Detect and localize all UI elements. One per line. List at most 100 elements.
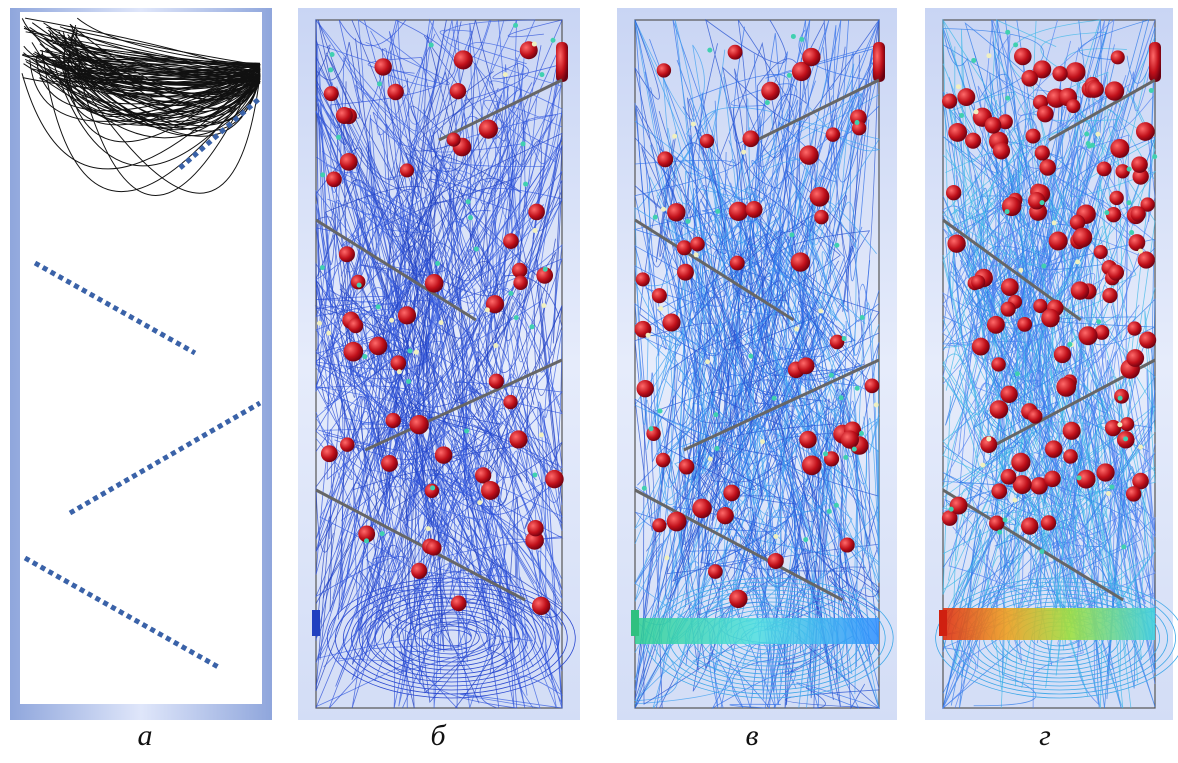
small-particle <box>842 336 847 341</box>
particle <box>761 82 780 101</box>
small-particle <box>859 431 864 436</box>
small-particle <box>1005 209 1010 214</box>
small-particle <box>532 42 537 47</box>
particle <box>528 204 545 221</box>
small-particle <box>1104 210 1109 215</box>
small-particle <box>406 379 411 384</box>
small-particle <box>664 555 669 560</box>
small-particle <box>829 373 834 378</box>
particle <box>1127 321 1141 335</box>
small-particle <box>397 369 402 374</box>
small-particle <box>541 303 546 308</box>
particle <box>1111 50 1125 64</box>
particle <box>545 470 563 488</box>
small-particle <box>787 73 792 78</box>
particle <box>344 342 364 362</box>
small-particle <box>1087 144 1092 149</box>
particle <box>1056 377 1076 397</box>
small-particle <box>834 243 839 248</box>
particle <box>1037 106 1054 123</box>
particle <box>1021 70 1038 87</box>
particle <box>447 133 461 147</box>
small-particle <box>532 472 537 477</box>
particle <box>993 142 1010 159</box>
small-particle <box>956 84 961 89</box>
particle <box>454 50 473 69</box>
particle <box>481 481 500 500</box>
particle <box>746 201 763 218</box>
particle <box>1115 164 1129 178</box>
particle <box>667 512 687 532</box>
small-particle <box>705 359 710 364</box>
particle <box>802 48 820 66</box>
small-particle <box>1013 42 1018 47</box>
small-particle <box>389 318 394 323</box>
small-particle <box>513 23 518 28</box>
particle <box>1088 81 1104 97</box>
particle <box>991 357 1005 371</box>
small-particle <box>794 326 799 331</box>
particle <box>1110 139 1129 158</box>
small-particle <box>974 109 979 114</box>
small-particle <box>1012 498 1017 503</box>
small-particle <box>971 58 976 63</box>
small-particle <box>430 485 435 490</box>
particle <box>1126 349 1144 367</box>
small-particle <box>672 134 677 139</box>
small-particle <box>414 350 419 355</box>
small-particle <box>642 486 647 491</box>
outlet <box>1149 42 1161 82</box>
small-particle <box>1067 342 1072 347</box>
particle <box>802 455 822 475</box>
particle <box>1054 346 1071 363</box>
particle <box>652 288 667 303</box>
particle <box>326 172 342 188</box>
small-particle <box>362 354 367 359</box>
particle <box>1105 420 1121 436</box>
small-particle <box>1149 88 1154 93</box>
small-particle <box>823 451 828 456</box>
small-particle <box>439 320 444 325</box>
particle <box>950 497 968 515</box>
small-particle <box>827 509 832 514</box>
particle <box>1044 471 1061 488</box>
small-particle <box>377 81 382 86</box>
particle <box>798 357 815 374</box>
particle <box>991 483 1007 499</box>
particle <box>1049 232 1068 251</box>
particle <box>1139 332 1156 349</box>
small-particle <box>980 463 985 468</box>
small-particle <box>320 265 325 270</box>
small-particle <box>1123 436 1128 441</box>
caption: г <box>1039 719 1051 752</box>
small-particle <box>874 402 879 407</box>
particle <box>1001 469 1017 485</box>
small-particle <box>855 120 860 125</box>
particle <box>1136 122 1155 141</box>
small-particle <box>834 503 839 508</box>
particle <box>1126 486 1141 501</box>
particle <box>411 563 427 579</box>
small-particle <box>741 150 746 155</box>
particle <box>865 379 880 394</box>
small-particle <box>376 304 381 309</box>
small-particle <box>715 209 720 214</box>
small-particle <box>1118 396 1123 401</box>
small-particle <box>514 315 519 320</box>
small-particle <box>772 396 777 401</box>
particle <box>425 274 444 293</box>
particle <box>1011 453 1030 472</box>
small-particle <box>860 315 865 320</box>
small-particle <box>1121 544 1126 549</box>
small-particle <box>760 439 765 444</box>
particle <box>677 240 692 255</box>
particle <box>810 187 830 207</box>
particle <box>336 107 353 124</box>
particle <box>636 272 650 286</box>
particle <box>1108 264 1124 280</box>
small-particle <box>485 307 490 312</box>
particle <box>652 518 666 532</box>
small-particle <box>986 53 991 58</box>
particle <box>1002 197 1021 216</box>
small-particle <box>539 432 544 437</box>
